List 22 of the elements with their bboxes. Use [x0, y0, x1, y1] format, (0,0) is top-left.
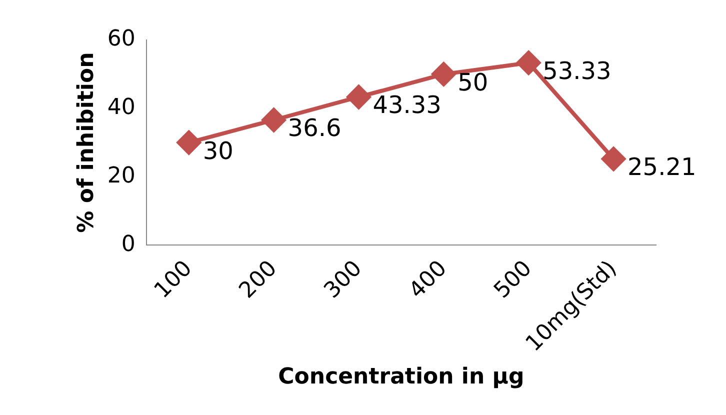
data-label: 50	[458, 68, 488, 96]
data-label: 36.6	[288, 114, 342, 142]
point	[432, 62, 456, 86]
data-label: 30	[202, 136, 234, 165]
y-tick-label: 20	[107, 163, 136, 188]
point	[602, 146, 626, 171]
y-tick-label: 40	[107, 95, 136, 120]
x-tick-label: 200	[234, 256, 282, 304]
x-tick-label: 300	[320, 256, 368, 304]
data-label: 43.33	[372, 91, 442, 120]
point	[346, 84, 371, 109]
point	[262, 108, 286, 132]
x-axis-title: Concentration in µg	[278, 364, 524, 390]
data-label: 25.21	[628, 153, 696, 182]
point	[516, 50, 541, 75]
y-axis-title: % of inhibition	[74, 52, 99, 233]
point	[176, 130, 201, 155]
x-tick-label: 400	[404, 256, 452, 304]
x-tick-label: 100	[150, 256, 198, 304]
data-label: 53.33	[542, 57, 612, 86]
y-tick-label: 0	[121, 232, 136, 257]
y-tick-label: 60	[107, 26, 136, 52]
